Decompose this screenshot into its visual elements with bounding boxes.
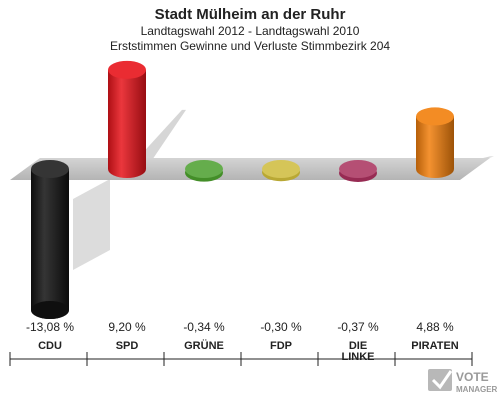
value-label-piraten: 4,88 % (416, 320, 454, 334)
bar-die-linke (339, 160, 377, 182)
chart-subtitle: Landtagswahl 2012 - Landtagswahl 2010 (141, 24, 360, 38)
bar-top-fdp (262, 160, 300, 178)
value-labels: -13,08 % 9,20 % -0,34 % -0,30 % -0,37 % 4,88 … (26, 320, 454, 334)
bar-body-piraten (416, 116, 454, 178)
bar-piraten (416, 107, 454, 178)
bar-shadow-cdu (73, 179, 110, 270)
category-label-gr-ne: GRÜNE (184, 339, 224, 352)
bar-top-cdu (31, 160, 69, 178)
value-label-spd: 9,20 % (108, 320, 146, 334)
bar-body-spd (108, 69, 146, 178)
category-labels: CDU SPD GRÜNE FDP DIE LINKE PIRATEN (38, 339, 459, 363)
bar-fdp (262, 160, 300, 182)
logo-subtext: MANAGER (456, 385, 498, 394)
bar-top-piraten (416, 107, 454, 126)
chart-subtitle-2: Erststimmen Gewinne und Verluste Stimmbe… (110, 39, 390, 53)
category-label-spd: SPD (116, 340, 139, 352)
category-label-cdu: CDU (38, 340, 62, 352)
value-label-fdp: -0,30 % (260, 320, 302, 334)
bar-cdu (31, 160, 69, 319)
bar-gr-ne (185, 160, 223, 182)
value-label-cdu: -13,08 % (26, 320, 74, 334)
category-axis (9, 352, 473, 366)
bar-top-gr-ne (185, 160, 223, 178)
bar-body-cdu (31, 169, 69, 319)
checkmark-icon (428, 369, 453, 391)
bar-top-spd (108, 60, 146, 79)
votemanager-logo: VOTE MANAGER (428, 369, 498, 394)
value-label-die-linke: -0,37 % (337, 320, 379, 334)
value-label-gr-ne: -0,34 % (183, 320, 225, 334)
bar-spd (108, 60, 146, 178)
bars-group (31, 60, 454, 319)
axis-ticks (9, 352, 473, 366)
bar-bottom-cdu (31, 301, 69, 319)
category-label-die-linke: DIE LINKE (342, 340, 375, 363)
bar-top-die-linke (339, 160, 377, 178)
category-label-piraten: PIRATEN (411, 340, 459, 352)
chart-title: Stadt Mülheim an der Ruhr (155, 6, 346, 23)
logo-text: VOTE (456, 370, 489, 384)
category-label-fdp: FDP (270, 340, 292, 352)
